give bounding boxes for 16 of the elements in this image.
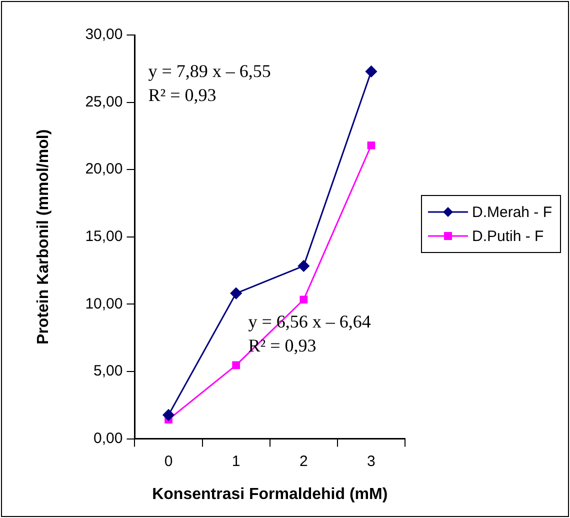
x-tick-label: 0 xyxy=(164,452,173,470)
x-tick-label: 2 xyxy=(299,452,308,470)
y-tick-label: 15,00 xyxy=(85,228,123,246)
y-tick-label: 5,00 xyxy=(94,362,123,380)
y-axis-title: Protein Karbonil (mmol/mol) xyxy=(35,129,52,344)
x-tick-label: 3 xyxy=(367,452,376,470)
x-axis-title: Konsentrasi Formaldehid (mM) xyxy=(152,486,388,503)
legend-label: D.Merah - F xyxy=(472,204,552,220)
y-tick-label: 10,00 xyxy=(85,295,123,312)
y-tick-label: 20,00 xyxy=(85,160,123,178)
y-tick-label: 25,00 xyxy=(85,93,123,110)
y-tick-label: 30,00 xyxy=(85,26,123,44)
x-tick-label: 1 xyxy=(232,452,240,470)
annotation: y = 7,89 x – 6,55 R² = 0,93 xyxy=(148,61,271,105)
legend-label: D.Putih - F xyxy=(472,228,544,244)
y-tick-label: 0,00 xyxy=(94,430,123,447)
